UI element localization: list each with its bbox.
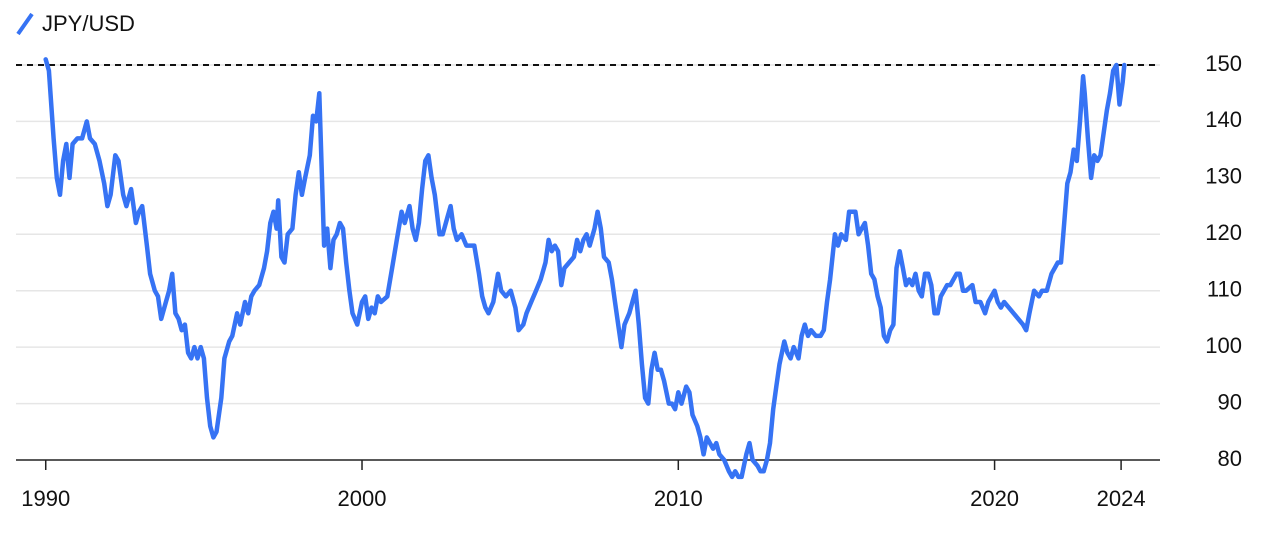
y-tick-label: 100 (1205, 333, 1242, 358)
y-tick-label: 140 (1205, 107, 1242, 132)
y-tick-label: 150 (1205, 51, 1242, 76)
legend-swatch (16, 12, 34, 36)
y-tick-label: 130 (1205, 164, 1242, 189)
y-tick-label: 90 (1218, 389, 1242, 414)
y-tick-label: 110 (1207, 277, 1242, 302)
legend-label: JPY/USD (42, 11, 135, 36)
x-tick-label: 2000 (338, 486, 387, 511)
x-tick-label: 2020 (970, 486, 1019, 511)
y-tick-label: 80 (1218, 446, 1242, 471)
data-line (43, 57, 1127, 480)
x-tick-label: 2024 (1097, 486, 1146, 511)
y-tick-label: 120 (1205, 220, 1242, 245)
x-tick-label: 1990 (21, 486, 70, 511)
x-tick-label: 2010 (654, 486, 703, 511)
